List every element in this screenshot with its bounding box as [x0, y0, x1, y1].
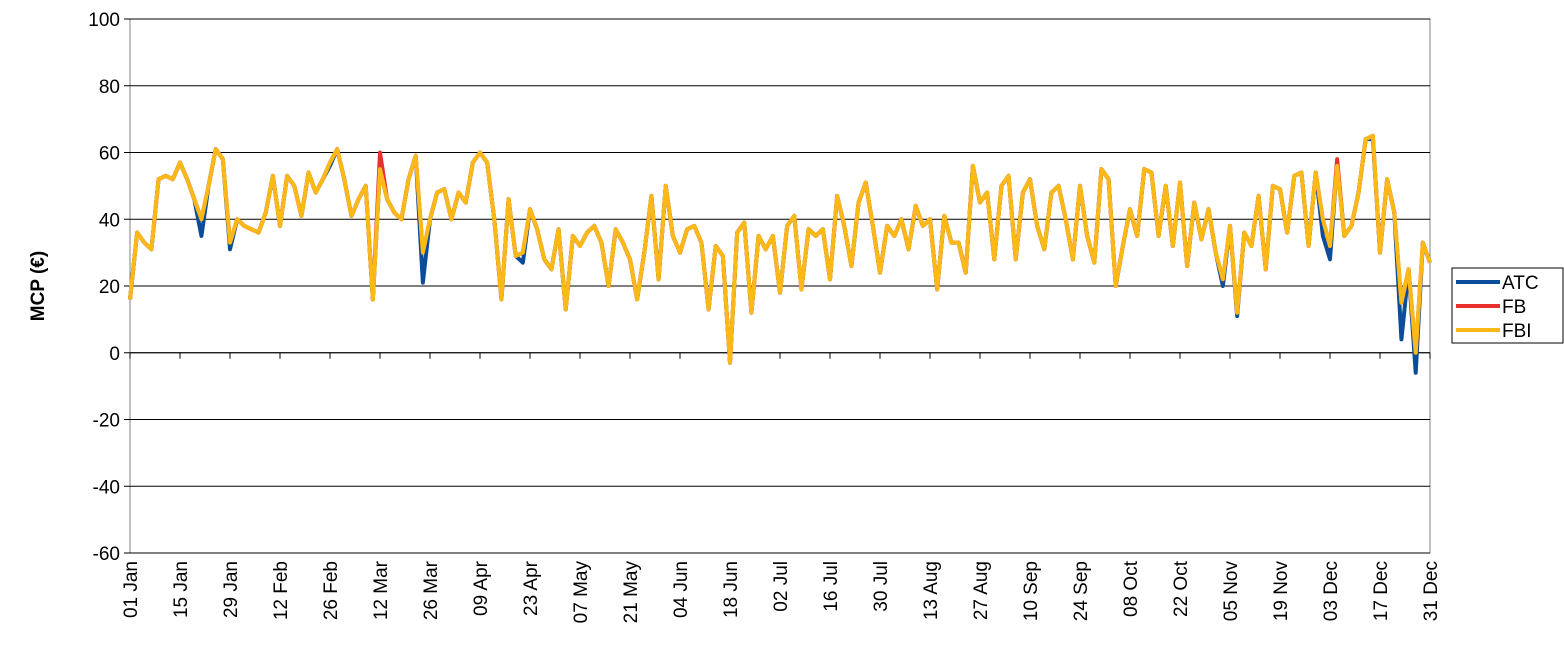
y-tick-label: 80 [99, 77, 120, 98]
x-tick-label: 29 Jan [221, 561, 242, 618]
x-tick-label: 16 Jul [821, 561, 842, 612]
legend-label: ATC [1502, 273, 1539, 294]
x-tick-label: 26 Feb [321, 561, 342, 620]
y-tick-label: 20 [99, 277, 120, 298]
x-tick-label: 30 Jul [871, 561, 892, 612]
y-tick-label: 60 [99, 144, 120, 165]
x-tick-label: 21 May [621, 561, 642, 624]
x-tick-label: 05 Nov [1221, 561, 1242, 622]
y-axis-title: MCP (€) [28, 251, 49, 321]
x-tick-label: 09 Apr [471, 560, 492, 616]
legend-label: FB [1502, 297, 1526, 318]
x-tick-label: 23 Apr [521, 560, 542, 616]
series-line [128, 133, 1432, 365]
x-tick-label: 18 Jun [721, 561, 742, 618]
legend-label: FBI [1502, 321, 1532, 342]
x-tick-label: 24 Sep [1071, 561, 1092, 621]
x-tick-label: 03 Dec [1321, 561, 1342, 621]
y-tick-label: 40 [99, 210, 120, 231]
x-tick-label: 02 Jul [771, 561, 792, 612]
x-tick-label: 12 Feb [271, 561, 292, 620]
x-tick-label: 27 Aug [971, 561, 992, 620]
x-tick-label: 26 Mar [421, 560, 442, 620]
x-tick-label: 04 Jun [671, 561, 692, 618]
x-tick-label: 17 Dec [1371, 561, 1392, 621]
y-tick-label: -60 [93, 544, 120, 565]
x-tick-label: 08 Oct [1121, 560, 1142, 617]
y-tick-label: -40 [93, 477, 120, 498]
x-tick-label: 10 Sep [1021, 561, 1042, 621]
y-tick-label: 100 [88, 10, 120, 31]
x-tick-label: 31 Dec [1421, 561, 1442, 621]
x-tick-label: 12 Mar [371, 560, 392, 620]
x-tick-label: 19 Nov [1271, 561, 1292, 622]
y-tick-label: -20 [93, 411, 120, 432]
y-tick-label: 0 [109, 344, 120, 365]
x-tick-label: 22 Oct [1171, 560, 1192, 617]
x-tick-label: 07 May [571, 561, 592, 624]
x-tick-label: 01 Jan [121, 561, 142, 618]
x-tick-label: 13 Aug [921, 561, 942, 620]
x-tick-label: 15 Jan [171, 561, 192, 618]
